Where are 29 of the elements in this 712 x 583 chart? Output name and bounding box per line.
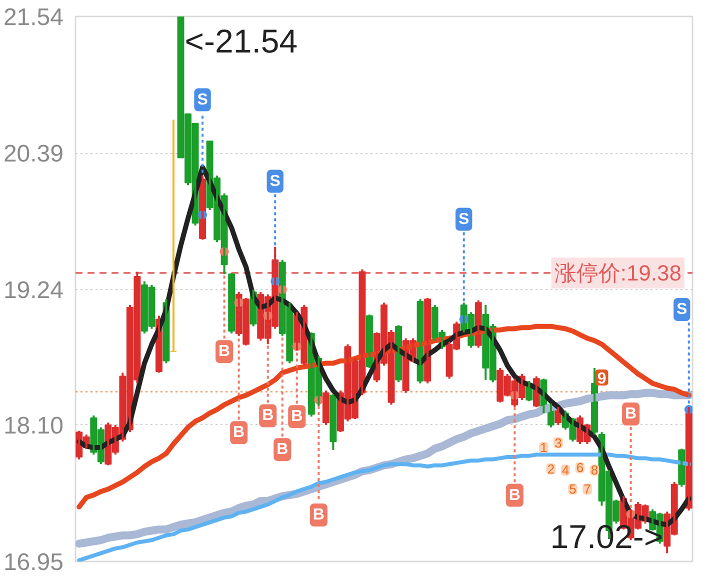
data-label: S xyxy=(270,172,281,190)
data-label: S xyxy=(197,91,208,108)
data-label: S xyxy=(676,301,688,318)
annotation: 17.02-> xyxy=(550,518,664,556)
data-label: B xyxy=(218,343,230,360)
annotation: <-21.54 xyxy=(184,22,298,60)
data-label: B xyxy=(508,486,520,504)
data-label: B xyxy=(262,407,274,424)
y-tick-label: 16.95 xyxy=(3,549,64,576)
data-label: B xyxy=(233,424,245,442)
data-label: B xyxy=(276,441,288,458)
series-label: 9 xyxy=(597,370,606,388)
series-label: 8 xyxy=(590,462,598,478)
series-label: 5 xyxy=(569,482,576,497)
y-tick-label: 20.39 xyxy=(3,140,64,168)
series-label: 4 xyxy=(562,462,570,478)
series-label: 6 xyxy=(576,460,584,476)
series-label: 1 xyxy=(540,440,548,456)
data-label: B xyxy=(291,408,303,426)
series-label: 3 xyxy=(554,435,562,450)
data-label: B xyxy=(312,506,324,524)
y-tick-label: 19.24 xyxy=(3,277,64,304)
data-label: S xyxy=(458,210,470,228)
ref-line-label: 涨停价:19.38 xyxy=(554,260,682,286)
data-label: B xyxy=(625,406,637,423)
y-tick-label: 18.10 xyxy=(3,412,64,440)
y-tick-label: 21.54 xyxy=(3,4,64,31)
series-label: 2 xyxy=(547,461,555,476)
series-label: 7 xyxy=(584,482,591,497)
